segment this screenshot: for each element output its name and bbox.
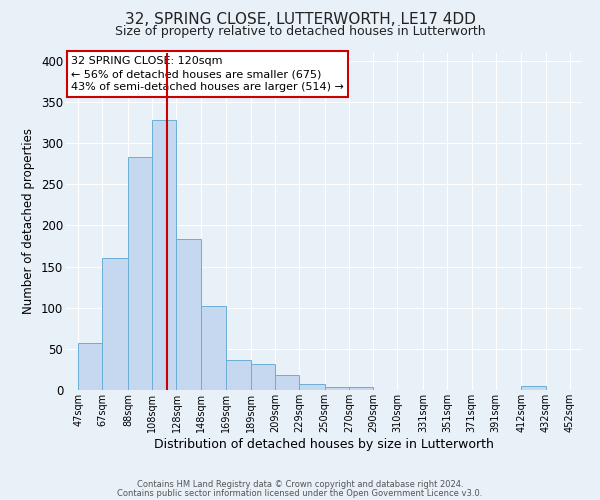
Bar	[176, 238, 201, 390]
Bar	[78, 343, 103, 390]
Y-axis label: Number of detached properties: Number of detached properties	[22, 128, 35, 314]
Bar	[103, 258, 128, 390]
Bar	[201, 306, 226, 390]
Bar	[275, 375, 299, 390]
Bar	[325, 386, 349, 390]
Bar	[299, 384, 325, 390]
Bar	[251, 364, 275, 390]
Bar	[128, 157, 152, 390]
Text: 32, SPRING CLOSE, LUTTERWORTH, LE17 4DD: 32, SPRING CLOSE, LUTTERWORTH, LE17 4DD	[125, 12, 475, 28]
Bar	[152, 120, 176, 390]
Bar	[521, 386, 545, 390]
X-axis label: Distribution of detached houses by size in Lutterworth: Distribution of detached houses by size …	[154, 438, 494, 450]
Text: Contains public sector information licensed under the Open Government Licence v3: Contains public sector information licen…	[118, 489, 482, 498]
Text: Size of property relative to detached houses in Lutterworth: Size of property relative to detached ho…	[115, 25, 485, 38]
Bar	[349, 386, 373, 390]
Bar	[226, 360, 251, 390]
Text: 32 SPRING CLOSE: 120sqm
← 56% of detached houses are smaller (675)
43% of semi-d: 32 SPRING CLOSE: 120sqm ← 56% of detache…	[71, 56, 344, 92]
Text: Contains HM Land Registry data © Crown copyright and database right 2024.: Contains HM Land Registry data © Crown c…	[137, 480, 463, 489]
